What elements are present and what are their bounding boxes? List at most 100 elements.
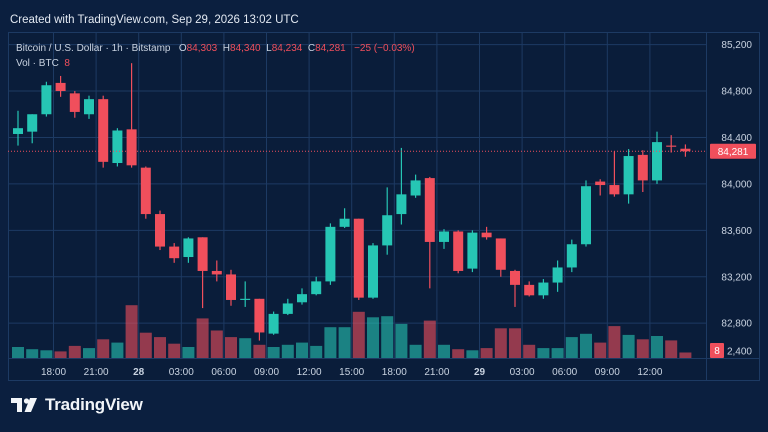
price-tick-label: 84,400: [721, 133, 752, 144]
candle[interactable]: [410, 174, 421, 198]
brand-name: TradingView: [45, 395, 143, 414]
candle[interactable]: [424, 176, 435, 289]
volume-bars: [12, 305, 692, 358]
low-label: L: [266, 43, 272, 54]
candle[interactable]: [439, 229, 449, 249]
volume-bar: [537, 348, 550, 358]
last-price-badge: 84,281: [710, 143, 756, 159]
time-tick-label: 12:00: [297, 367, 322, 378]
candle[interactable]: [566, 239, 577, 273]
candle[interactable]: [495, 238, 506, 277]
candle[interactable]: [84, 95, 94, 119]
high-label: H: [222, 43, 231, 54]
candle[interactable]: [581, 180, 591, 247]
candle[interactable]: [382, 187, 393, 255]
candle[interactable]: [396, 147, 407, 225]
candle[interactable]: [254, 298, 265, 341]
candle[interactable]: [55, 75, 66, 97]
candle-body: [282, 303, 293, 314]
change-value: −25 (−0.03%): [354, 43, 415, 54]
candle[interactable]: [652, 131, 662, 184]
time-tick-label: 09:00: [254, 367, 279, 378]
candle[interactable]: [453, 230, 464, 274]
candle-body: [396, 194, 407, 215]
volume-bar: [139, 332, 152, 358]
candle[interactable]: [69, 91, 80, 118]
candle[interactable]: [112, 128, 123, 167]
time-tick-label: 18:00: [382, 367, 407, 378]
candle[interactable]: [13, 110, 23, 146]
time-axis: 18:00 21:00 28 03:00 06:00 09:00 12:00 15:00 18:…: [41, 367, 663, 378]
volume-label: Vol · BTC: [16, 58, 59, 69]
volume-bar: [324, 327, 337, 358]
price-tick-label: 84,000: [721, 179, 752, 190]
volume-legend: Vol · BTC 8: [16, 58, 70, 69]
candle[interactable]: [155, 210, 165, 251]
candle[interactable]: [552, 260, 563, 292]
candle[interactable]: [311, 276, 322, 296]
candles: [13, 63, 691, 341]
volume-bar: [594, 342, 607, 358]
candle-body: [510, 270, 520, 285]
candle[interactable]: [353, 218, 364, 300]
candle-body: [410, 180, 421, 196]
time-tick-label: 12:00: [637, 367, 662, 378]
candle[interactable]: [297, 288, 307, 305]
volume-bar: [665, 340, 678, 358]
time-tick-label: 21:00: [424, 367, 449, 378]
volume-bar: [651, 336, 663, 358]
volume-bar: [97, 339, 110, 358]
candle[interactable]: [282, 298, 293, 316]
volume-bar: [154, 337, 166, 358]
candle[interactable]: [226, 269, 236, 306]
candle[interactable]: [510, 269, 520, 307]
candle-body: [481, 232, 492, 238]
volume-bar: [111, 342, 124, 358]
candle[interactable]: [325, 223, 336, 285]
candle[interactable]: [524, 281, 535, 297]
candle[interactable]: [467, 230, 478, 273]
candle[interactable]: [623, 149, 634, 204]
candle[interactable]: [609, 151, 620, 197]
candle[interactable]: [41, 81, 52, 117]
candle[interactable]: [666, 135, 677, 153]
candle[interactable]: [637, 150, 648, 193]
close-label: C: [307, 43, 316, 54]
candle[interactable]: [211, 260, 222, 282]
volume-bar: [26, 349, 39, 358]
candle-body: [240, 298, 251, 300]
candle[interactable]: [368, 243, 378, 299]
candle[interactable]: [240, 281, 251, 307]
candle[interactable]: [126, 63, 137, 168]
volume-bar: [281, 344, 294, 358]
volume-value: 8: [64, 58, 70, 69]
candle[interactable]: [169, 243, 180, 263]
candle-body: [581, 186, 591, 245]
volume-bar: [310, 345, 323, 358]
volume-badge: 8: [710, 343, 724, 358]
price-axis: 85,200 84,800 84,400 84,000 83,600 83,200 82,8…: [721, 40, 752, 357]
candle-body: [197, 237, 208, 271]
time-tick-label: 06:00: [552, 367, 577, 378]
candle[interactable]: [339, 208, 350, 228]
volume-bar: [352, 311, 365, 358]
time-tick-label: 09:00: [595, 367, 620, 378]
volume-bar: [125, 305, 138, 358]
candle-body: [98, 99, 109, 162]
candle[interactable]: [183, 237, 194, 263]
candle-body: [637, 154, 648, 181]
time-tick-label: 03:00: [510, 367, 535, 378]
candle[interactable]: [680, 144, 691, 157]
candle[interactable]: [140, 166, 151, 219]
candle[interactable]: [481, 226, 492, 240]
candle-body: [382, 215, 393, 246]
candle[interactable]: [595, 179, 606, 196]
candle-body: [495, 238, 506, 270]
candle[interactable]: [27, 114, 38, 144]
candle[interactable]: [197, 237, 208, 309]
candle[interactable]: [538, 279, 549, 299]
candle[interactable]: [98, 95, 109, 168]
volume-bar: [54, 351, 67, 358]
candle[interactable]: [268, 311, 279, 335]
